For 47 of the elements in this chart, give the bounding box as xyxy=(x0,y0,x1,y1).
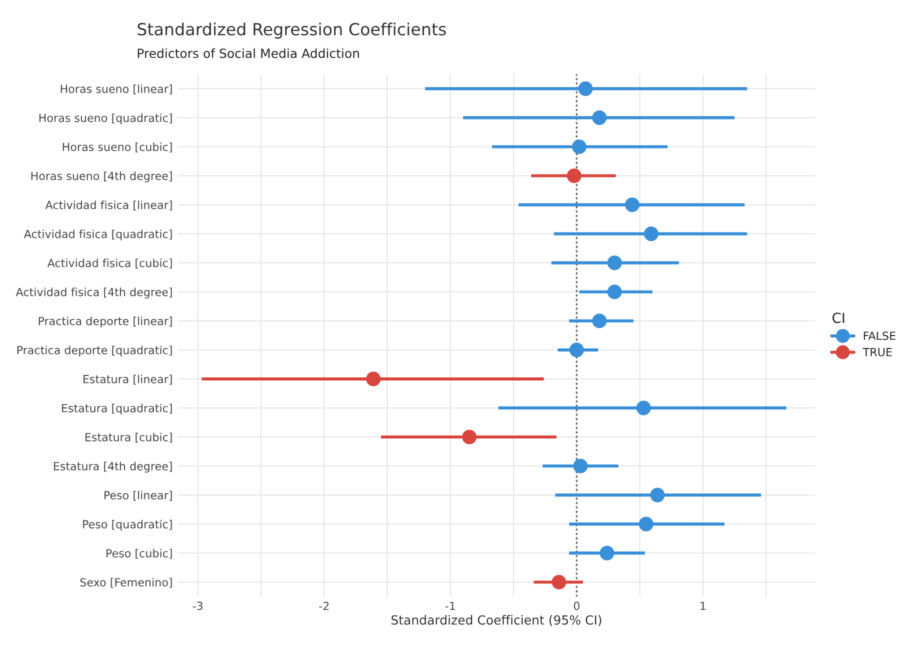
y-tick-label: Horas sueno [cubic] xyxy=(62,142,172,152)
x-tick-label: 1 xyxy=(700,602,706,610)
point xyxy=(624,198,640,212)
x-tick-label: 0 xyxy=(574,602,580,610)
y-tick-label: Sexo [Femenino] xyxy=(80,578,172,588)
point xyxy=(366,372,381,386)
y-tick-label: Peso [linear] xyxy=(104,490,172,501)
y-tick-label: Horas sueno [linear] xyxy=(60,84,172,94)
chart-subtitle: Predictors of Social Media Addiction xyxy=(138,48,359,58)
y-tick-label: Horas sueno [quadratic] xyxy=(39,113,172,124)
point xyxy=(578,81,593,96)
y-tick-label: Estatura [quadratic] xyxy=(62,404,172,414)
point xyxy=(600,546,614,560)
y-tick-label: Estatura [linear] xyxy=(83,374,172,385)
y-tick-label: Actividad fisica [quadratic] xyxy=(24,230,172,240)
point xyxy=(638,516,654,532)
point xyxy=(607,256,622,270)
y-tick-label: Horas sueno [4th degree] xyxy=(31,172,172,182)
legend-label: FALSE xyxy=(864,332,896,340)
point xyxy=(592,314,607,328)
point xyxy=(569,342,584,358)
x-tick-label: -2 xyxy=(319,602,329,610)
point xyxy=(607,284,622,300)
x-axis-title: Standardized Coefficient (95% CI) xyxy=(392,615,602,626)
y-tick-label: Actividad fisica [cubic] xyxy=(47,258,172,269)
y-tick-label: Estatura [4th degree] xyxy=(54,462,172,473)
legend-label: TRUE xyxy=(862,348,892,356)
y-tick-label: Practica deporte [quadratic] xyxy=(17,346,172,356)
point xyxy=(566,168,582,184)
x-tick-label: -1 xyxy=(445,602,455,610)
y-tick-label: Peso [cubic] xyxy=(106,548,172,559)
point xyxy=(572,139,586,154)
y-tick-label: Actividad fisica [4th degree] xyxy=(16,288,172,298)
point xyxy=(552,574,566,590)
point xyxy=(462,430,477,444)
point xyxy=(650,488,665,502)
chart-title: Standardized Regression Coefficients xyxy=(138,22,446,39)
y-tick-label: Estatura [cubic] xyxy=(86,432,172,443)
y-tick-label: Practica deporte [linear] xyxy=(38,316,172,328)
y-tick-label: Peso [quadratic] xyxy=(83,520,172,531)
point xyxy=(592,110,607,125)
point xyxy=(573,458,588,474)
y-tick-label: Actividad fisica [linear] xyxy=(45,200,172,210)
x-tick-label: -3 xyxy=(192,602,202,610)
point xyxy=(644,226,658,242)
point xyxy=(636,400,651,416)
legend-title: CI xyxy=(832,312,844,324)
